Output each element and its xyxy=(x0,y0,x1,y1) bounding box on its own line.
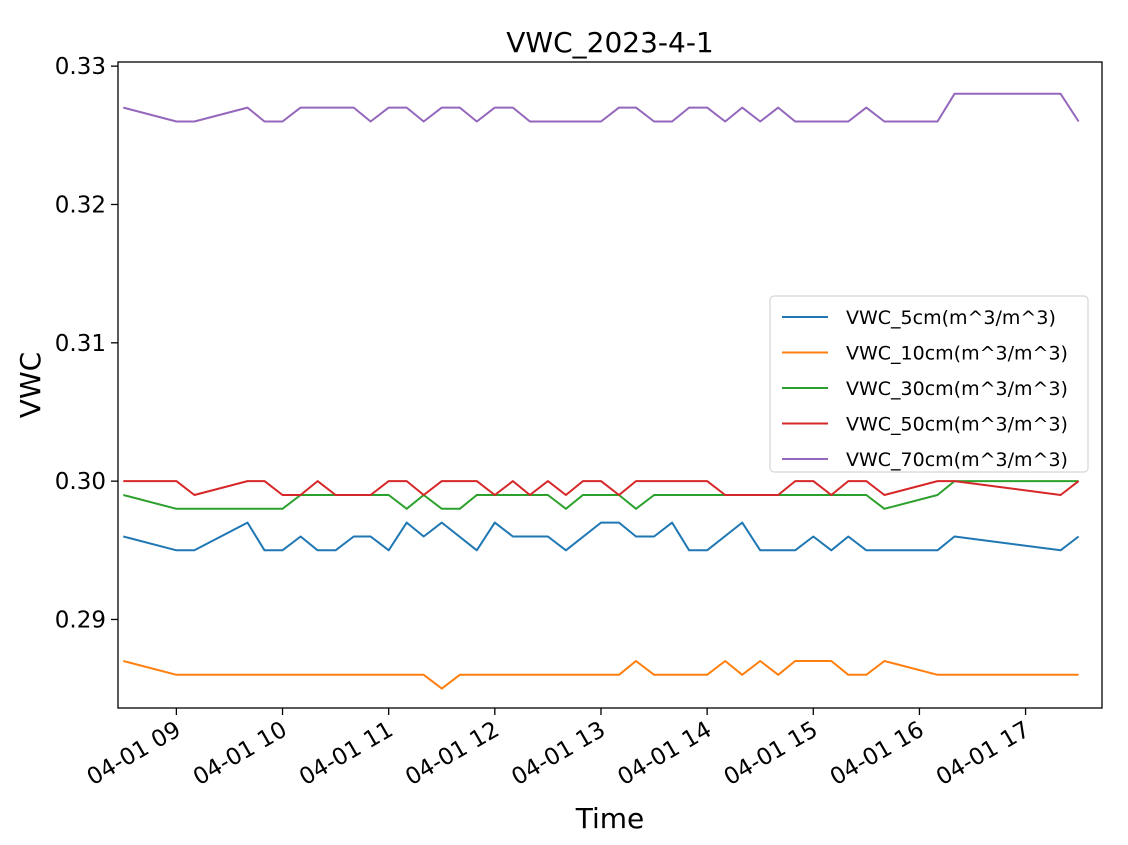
series-line-0 xyxy=(123,521,1080,552)
chart-title: VWC_2023-4-1 xyxy=(506,26,713,59)
y-axis: 0.29 0.30 0.31 0.32 0.33 xyxy=(55,54,118,633)
x-tick-label: 04-01 09 xyxy=(83,717,186,791)
y-tick-label: 0.32 xyxy=(55,192,106,218)
x-tick-label: 04-01 12 xyxy=(401,717,504,791)
x-tick-label: 04-01 14 xyxy=(614,717,717,791)
x-tick-label: 04-01 11 xyxy=(295,717,398,791)
legend-box xyxy=(769,295,1089,473)
legend-label-0: VWC_5cm(m^3/m^3) xyxy=(846,307,1056,329)
y-tick-label: 0.30 xyxy=(55,469,106,495)
x-axis: 04-01 09 04-01 10 04-01 11 04-01 12 04-01 13… xyxy=(83,708,1035,791)
series-line-3 xyxy=(123,480,1080,496)
x-tick-label: 04-01 10 xyxy=(189,717,292,791)
y-tick-label: 0.33 xyxy=(55,54,106,80)
legend-label-4: VWC_70cm(m^3/m^3) xyxy=(846,449,1068,471)
x-tick-label: 04-01 13 xyxy=(507,717,610,791)
legend-label-2: VWC_30cm(m^3/m^3) xyxy=(846,378,1068,400)
y-axis-label: VWC xyxy=(14,352,47,418)
x-axis-label: Time xyxy=(575,802,645,835)
plot-area xyxy=(123,92,1080,690)
y-tick-label: 0.31 xyxy=(55,331,106,357)
legend-label-1: VWC_10cm(m^3/m^3) xyxy=(846,343,1068,365)
x-tick-label: 04-01 16 xyxy=(826,717,929,791)
y-tick-label: 0.29 xyxy=(55,607,106,633)
x-tick-label: 04-01 15 xyxy=(720,717,823,791)
series-line-4 xyxy=(123,92,1080,123)
x-tick-label: 04-01 17 xyxy=(932,717,1035,791)
legend: VWC_5cm(m^3/m^3) VWC_10cm(m^3/m^3) VWC_30c… xyxy=(769,295,1089,473)
series-line-2 xyxy=(123,480,1079,510)
series-line-1 xyxy=(123,660,1079,690)
plot-frame xyxy=(117,61,1103,709)
legend-label-3: VWC_50cm(m^3/m^3) xyxy=(846,414,1068,436)
